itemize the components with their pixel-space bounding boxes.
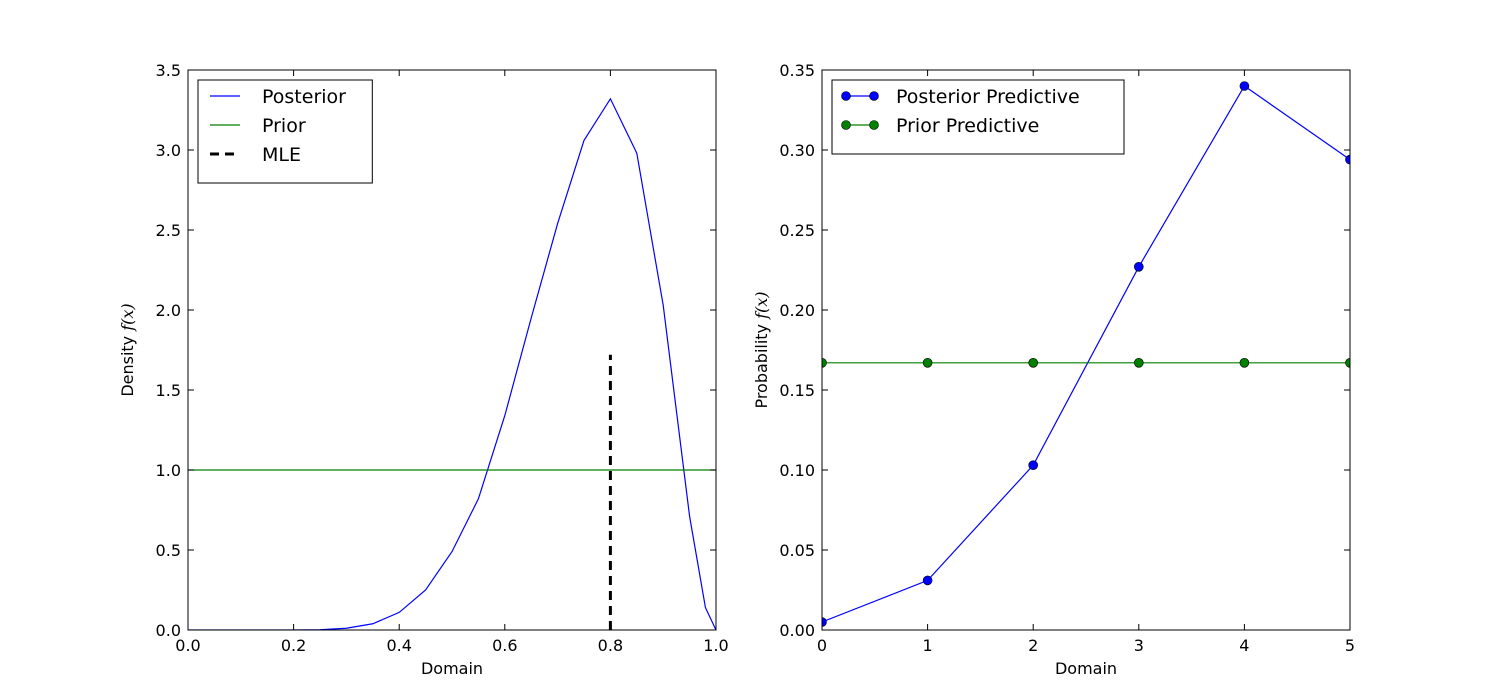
y-tick-label: 0.30 <box>779 141 815 160</box>
data-point <box>822 358 827 368</box>
data-point <box>1028 357 1038 368</box>
y-tick-label: 0.5 <box>156 541 181 560</box>
y-tick-label: 3.5 <box>156 61 181 80</box>
x-tick-label: 0.6 <box>492 636 517 655</box>
y-axis-label-text: Density <box>118 331 137 397</box>
x-axis-label: Domain <box>421 659 483 678</box>
y-tick-label: 0.35 <box>779 61 815 80</box>
data-point <box>1028 460 1038 471</box>
legend-label: Posterior <box>262 86 346 108</box>
legend-label: MLE <box>262 144 301 166</box>
x-tick-label: 2 <box>1028 636 1038 655</box>
data-point <box>1134 261 1144 272</box>
legend-swatch-marker <box>869 91 879 101</box>
y-tick-label: 0.00 <box>779 621 815 640</box>
y-axis-label-math: f(x) <box>118 303 137 331</box>
legend-label: Prior Predictive <box>896 115 1039 137</box>
series-line-posterior-predictive <box>822 85 1350 623</box>
y-axis-label-math: f(x) <box>752 291 771 319</box>
y-tick-label: 0.25 <box>779 221 815 240</box>
series-line-posterior <box>188 97 716 630</box>
y-tick-label: 2.0 <box>156 301 181 320</box>
data-point <box>1239 81 1250 91</box>
x-tick-label: 0.4 <box>386 636 411 655</box>
legend-label: Posterior Predictive <box>896 86 1080 108</box>
y-tick-label: 1.0 <box>156 461 181 480</box>
density-chart: 0.0 0.2 0.4 0.6 0.8 1.0 0.0 0.5 1.0 1.5 2.0 2.5 3.0 3… <box>118 61 729 678</box>
data-point <box>1134 357 1144 368</box>
x-tick-label: 3 <box>1134 636 1144 655</box>
legend-box <box>831 79 1125 155</box>
axes-frame <box>821 69 1351 631</box>
axes-frame <box>187 69 717 631</box>
y-axis-label-text: Probability <box>752 319 771 409</box>
y-axis-label: Probability f(x) <box>752 291 771 408</box>
x-axis-label: Domain <box>1055 659 1117 678</box>
y-tick-label: 0.20 <box>779 301 815 320</box>
x-tick-label: 1 <box>923 636 933 655</box>
legend-swatch-marker <box>841 120 851 130</box>
x-tick-label: 1.0 <box>703 636 728 655</box>
predictive-chart: 0 1 2 3 4 5 0.00 0.05 0.10 0.15 0.20 0.25 0.30 0.35 Do… <box>752 61 1355 678</box>
y-tick-label: 0.10 <box>779 461 815 480</box>
y-tick-label: 0.0 <box>156 621 181 640</box>
x-tick-label: 5 <box>1345 636 1355 655</box>
x-tick-label: 0.2 <box>281 636 306 655</box>
legend: Posterior Prior MLE <box>197 79 373 184</box>
y-axis-label: Density f(x) <box>118 303 137 396</box>
data-point <box>922 575 933 586</box>
data-point <box>1239 357 1250 368</box>
y-tick-label: 0.15 <box>779 381 815 400</box>
x-tick-label: 0.0 <box>175 636 200 655</box>
x-tick-label: 0 <box>817 636 827 655</box>
legend-swatch-marker <box>869 120 879 130</box>
x-tick-label: 4 <box>1239 636 1249 655</box>
y-tick-label: 3.0 <box>156 141 181 160</box>
data-point <box>822 617 827 627</box>
x-tick-label: 0.8 <box>598 636 623 655</box>
legend-swatch-marker <box>841 91 851 101</box>
y-tick-label: 0.05 <box>779 541 815 560</box>
y-tick-label: 1.5 <box>156 381 181 400</box>
legend-box <box>197 79 373 184</box>
y-tick-label: 2.5 <box>156 221 181 240</box>
legend-label: Prior <box>262 115 306 137</box>
data-point <box>922 357 933 368</box>
data-point <box>1345 358 1350 368</box>
data-point <box>1345 154 1350 165</box>
legend: Posterior Predictive Prior Predictive <box>831 79 1125 155</box>
